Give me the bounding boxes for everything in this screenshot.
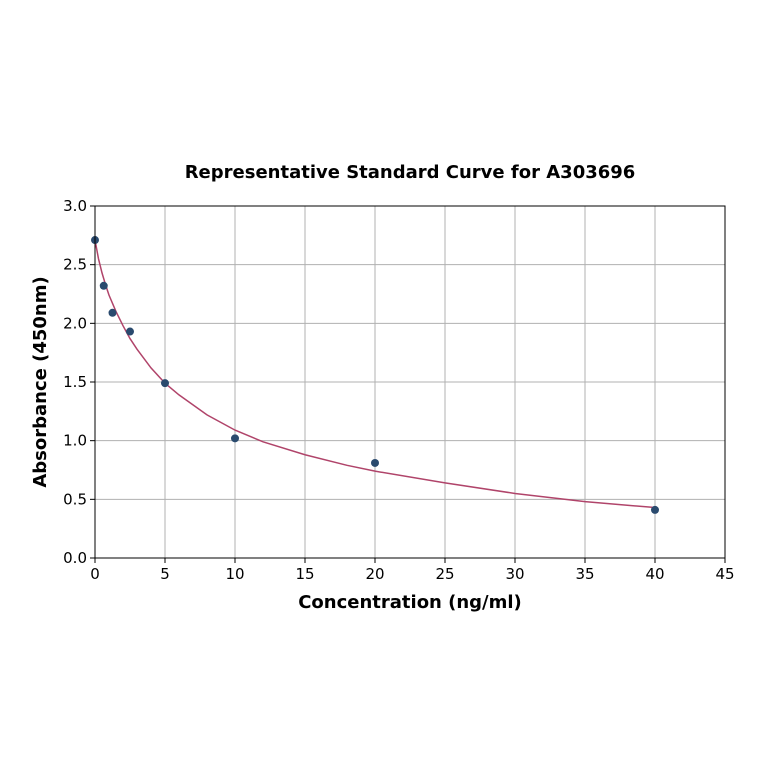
x-axis-label: Concentration (ng/ml) bbox=[298, 592, 522, 613]
x-tick-label: 15 bbox=[295, 565, 314, 583]
x-tick-label: 5 bbox=[160, 565, 170, 583]
y-tick-label: 2.0 bbox=[63, 314, 87, 332]
data-point bbox=[371, 458, 379, 467]
data-point bbox=[161, 379, 169, 388]
y-tick-label: 2.5 bbox=[63, 256, 87, 274]
x-tick-label: 30 bbox=[505, 565, 524, 583]
axis-ticks: 0 5 10 15 20 25 30 35 40 45 0.0 0.5 1.0 1.5 2.0 2.5 3.0 bbox=[63, 197, 734, 583]
x-tick-label: 20 bbox=[365, 565, 384, 583]
data-point bbox=[651, 505, 659, 514]
x-tick-label: 10 bbox=[225, 565, 244, 583]
y-tick-label: 0.5 bbox=[63, 490, 87, 508]
chart-title: Representative Standard Curve for A30369… bbox=[185, 162, 636, 183]
fit-curve-layer bbox=[94, 239, 656, 509]
y-tick-label: 3.0 bbox=[63, 197, 87, 215]
x-tick-label: 40 bbox=[645, 565, 664, 583]
y-axis-label: Absorbance (450nm) bbox=[30, 276, 51, 487]
y-tick-label: 0.0 bbox=[63, 549, 87, 567]
y-tick-label: 1.0 bbox=[63, 432, 87, 450]
y-tick-label: 1.5 bbox=[63, 373, 87, 391]
x-tick-label: 45 bbox=[715, 565, 734, 583]
x-tick-label: 0 bbox=[90, 565, 100, 583]
fit-curve-line bbox=[94, 239, 656, 509]
data-point bbox=[108, 308, 117, 317]
data-point bbox=[231, 434, 239, 443]
x-tick-label: 35 bbox=[575, 565, 594, 583]
data-point bbox=[99, 281, 108, 290]
data-point bbox=[126, 327, 134, 336]
x-tick-label: 25 bbox=[435, 565, 454, 583]
